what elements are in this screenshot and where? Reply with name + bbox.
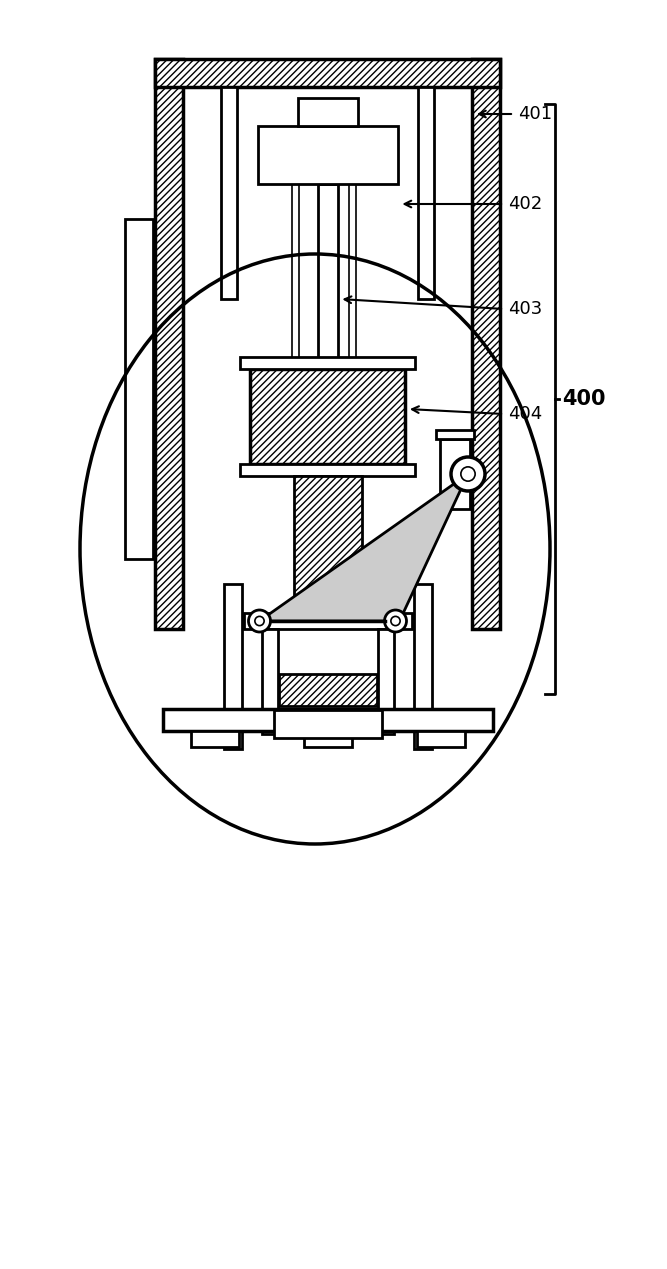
- Circle shape: [451, 457, 485, 491]
- Bar: [163, 709, 492, 731]
- Circle shape: [384, 610, 406, 632]
- Bar: [240, 357, 415, 369]
- Bar: [243, 613, 412, 629]
- Bar: [240, 464, 415, 476]
- Bar: [223, 584, 241, 749]
- Bar: [221, 88, 237, 299]
- Bar: [279, 674, 376, 706]
- Text: 403: 403: [508, 299, 542, 319]
- Bar: [292, 184, 299, 470]
- Bar: [155, 58, 183, 629]
- Circle shape: [249, 610, 271, 632]
- Bar: [191, 731, 239, 747]
- Bar: [257, 126, 398, 184]
- Bar: [472, 58, 500, 629]
- Bar: [436, 430, 474, 439]
- Bar: [349, 184, 356, 470]
- Text: 404: 404: [508, 405, 542, 423]
- Circle shape: [391, 617, 400, 626]
- Circle shape: [255, 617, 264, 626]
- Text: 400: 400: [562, 390, 606, 409]
- Text: 402: 402: [508, 195, 542, 213]
- Bar: [297, 98, 358, 126]
- Bar: [125, 220, 153, 560]
- Bar: [261, 629, 277, 733]
- Bar: [416, 731, 464, 747]
- Circle shape: [461, 467, 475, 481]
- Bar: [303, 731, 352, 747]
- Bar: [414, 584, 432, 749]
- Bar: [155, 58, 500, 88]
- Bar: [418, 88, 434, 299]
- Bar: [273, 709, 382, 739]
- Bar: [317, 184, 338, 470]
- Text: 401: 401: [518, 105, 552, 123]
- Bar: [440, 439, 470, 509]
- Bar: [250, 369, 405, 464]
- Bar: [378, 629, 394, 733]
- Polygon shape: [259, 475, 468, 621]
- Bar: [293, 476, 362, 610]
